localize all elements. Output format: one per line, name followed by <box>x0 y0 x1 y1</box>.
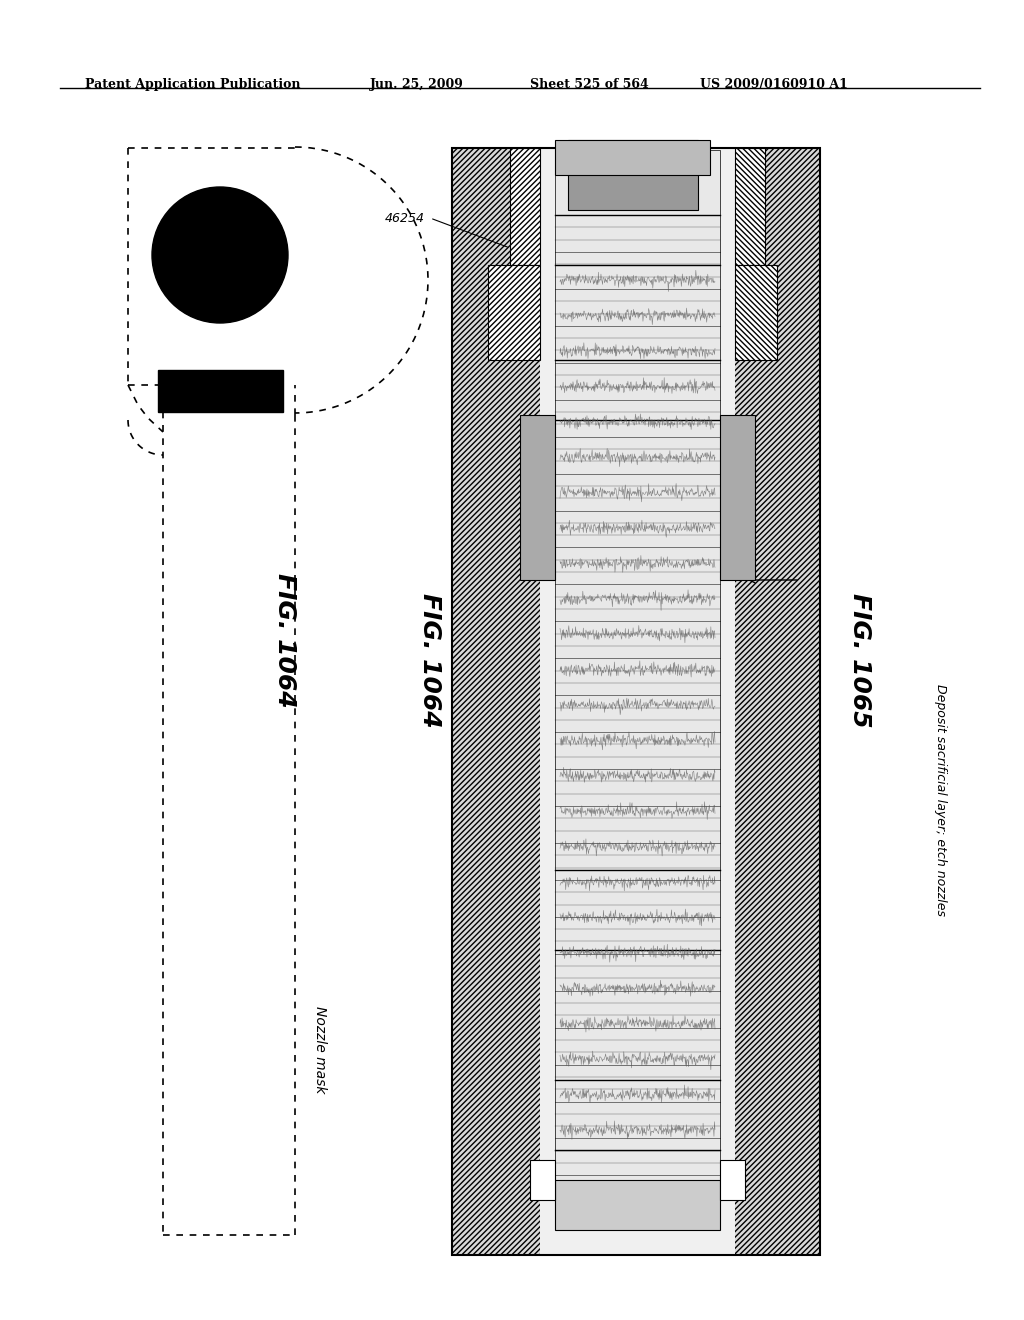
Text: 46254: 46254 <box>385 211 425 224</box>
Circle shape <box>152 187 288 323</box>
Text: Patent Application Publication: Patent Application Publication <box>85 78 300 91</box>
Bar <box>555 1180 720 1230</box>
Bar <box>452 148 820 1255</box>
Text: FIG. 1064: FIG. 1064 <box>273 573 297 708</box>
Bar <box>735 148 820 1255</box>
Bar <box>735 148 765 265</box>
Bar <box>488 265 540 360</box>
Bar <box>735 265 777 360</box>
Bar <box>720 1160 745 1200</box>
Bar <box>735 148 765 265</box>
Text: FIG. 1065: FIG. 1065 <box>848 593 872 727</box>
Bar <box>720 414 755 579</box>
Text: Deposit sacrificial layer; etch nozzles: Deposit sacrificial layer; etch nozzles <box>934 684 946 916</box>
Bar <box>510 148 540 265</box>
Bar <box>158 370 283 412</box>
Bar <box>735 265 777 360</box>
Bar <box>510 148 540 265</box>
Text: Jun. 25, 2009: Jun. 25, 2009 <box>370 78 464 91</box>
Bar <box>488 265 540 360</box>
Bar <box>540 148 735 1255</box>
Bar <box>555 140 710 176</box>
Bar <box>568 140 698 210</box>
Text: Sheet 525 of 564: Sheet 525 of 564 <box>530 78 649 91</box>
Bar <box>452 148 540 1255</box>
Bar <box>555 150 720 1200</box>
Bar <box>530 1160 555 1200</box>
Text: FIG. 1064: FIG. 1064 <box>418 593 442 727</box>
Text: US 2009/0160910 A1: US 2009/0160910 A1 <box>700 78 848 91</box>
Bar <box>520 414 555 579</box>
Text: Nozzle mask: Nozzle mask <box>313 1006 327 1094</box>
